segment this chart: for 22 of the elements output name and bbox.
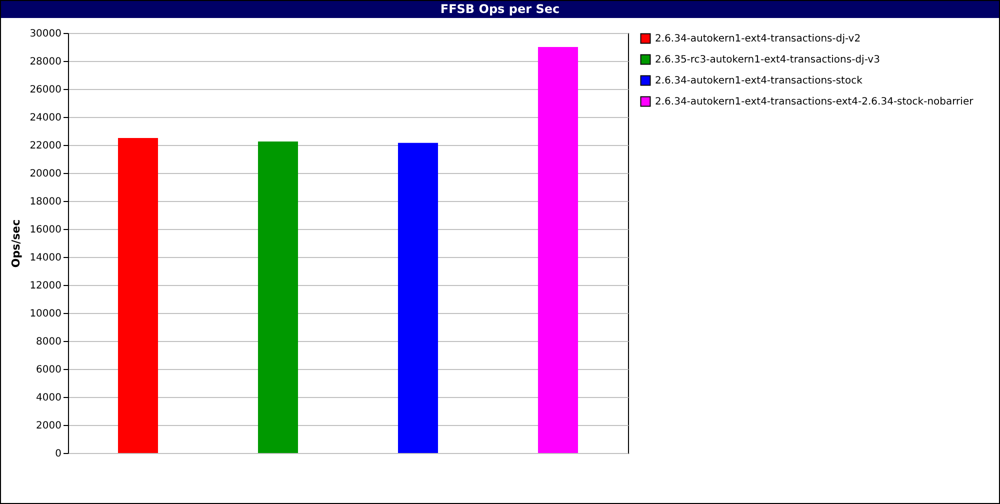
y-tick-label: 0 <box>55 448 62 460</box>
legend-label: 2.6.34-autokern1-ext4-transactions-ext4-2.6.34-stock-nobarrier <box>655 96 974 108</box>
legend-label: 2.6.35-rc3-autokern1-ext4-transactions-dj-v3 <box>655 54 880 66</box>
y-tick-label: 6000 <box>36 364 62 376</box>
y-axis-title: Ops/sec <box>10 219 23 268</box>
y-tick-label: 12000 <box>30 280 62 292</box>
y-tick-label: 10000 <box>30 308 62 320</box>
y-tick-label: 24000 <box>30 112 62 124</box>
chart-title: FFSB Ops per Sec <box>1 1 999 18</box>
legend-label: 2.6.34-autokern1-ext4-transactions-dj-v2 <box>655 34 861 44</box>
y-tick-label: 20000 <box>30 168 62 180</box>
y-tick-label: 30000 <box>30 28 62 40</box>
y-tick-label: 28000 <box>30 56 62 68</box>
legend-label: 2.6.34-autokern1-ext4-transactions-stock <box>655 76 863 86</box>
y-tick-label: 22000 <box>30 140 62 152</box>
y-tick-label: 16000 <box>30 224 62 236</box>
y-tick-label: 18000 <box>30 196 62 208</box>
y-tick-label: 14000 <box>30 252 62 264</box>
y-tick-label: 4000 <box>36 392 62 404</box>
y-tick-label: 26000 <box>30 84 62 96</box>
y-tick-label: 2000 <box>36 420 62 432</box>
y-tick-label: 8000 <box>36 336 62 348</box>
